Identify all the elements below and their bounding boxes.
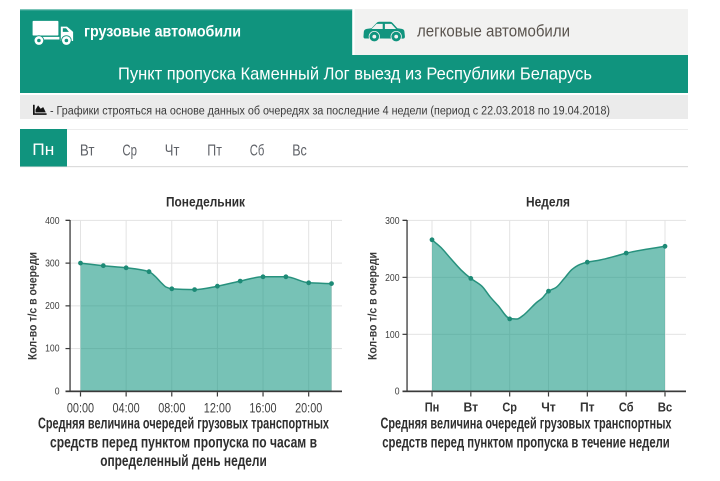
svg-text:0: 0 xyxy=(395,386,400,397)
svg-text:20:00: 20:00 xyxy=(295,400,322,415)
svg-text:Сб: Сб xyxy=(619,401,634,415)
svg-text:100: 100 xyxy=(385,330,400,341)
svg-text:400: 400 xyxy=(45,216,60,227)
svg-text:Средняя величина очередей груз: Средняя величина очередей грузовых транс… xyxy=(38,416,329,433)
svg-text:300: 300 xyxy=(385,216,400,227)
svg-text:Пункт пропуска Каменный Лог вы: Пункт пропуска Каменный Лог выезд из Рес… xyxy=(118,64,592,84)
svg-text:Ср: Ср xyxy=(122,142,137,159)
svg-text:Вт: Вт xyxy=(464,401,479,415)
svg-text:Пт: Пт xyxy=(580,401,595,415)
svg-text:- Графики строяться на основе: - Графики строяться на основе данных об … xyxy=(50,106,610,118)
svg-text:08:00: 08:00 xyxy=(158,400,185,415)
svg-text:Чт: Чт xyxy=(541,401,556,415)
svg-text:200: 200 xyxy=(385,273,400,284)
svg-text:Вс: Вс xyxy=(658,401,673,415)
svg-text:100: 100 xyxy=(45,344,60,355)
svg-text:Вс: Вс xyxy=(292,142,307,159)
svg-text:Чт: Чт xyxy=(165,142,180,159)
svg-text:Вт: Вт xyxy=(80,142,95,159)
svg-text:300: 300 xyxy=(45,259,60,270)
svg-text:Пн: Пн xyxy=(32,141,54,159)
svg-text:Пт: Пт xyxy=(207,142,222,159)
svg-text:200: 200 xyxy=(45,301,60,312)
svg-text:легковые автомобили: легковые автомобили xyxy=(417,23,570,41)
svg-text:12:00: 12:00 xyxy=(204,400,231,415)
svg-text:Неделя: Неделя xyxy=(526,193,570,209)
svg-text:0: 0 xyxy=(55,386,60,397)
svg-text:средств перед пунктом пропуска: средств перед пунктом пропуска в течение… xyxy=(382,435,670,452)
svg-text:00:00: 00:00 xyxy=(67,400,94,415)
svg-text:Сб: Сб xyxy=(250,142,265,159)
svg-text:Пн: Пн xyxy=(425,401,440,415)
svg-text:Понедельник: Понедельник xyxy=(166,193,246,209)
svg-text:04:00: 04:00 xyxy=(113,400,140,415)
svg-text:средств перед пунктом пропуска: средств перед пунктом пропуска по часам … xyxy=(50,435,317,452)
svg-text:Ср: Ср xyxy=(502,401,517,415)
svg-text:16:00: 16:00 xyxy=(249,400,276,415)
svg-text:грузовые автомобили: грузовые автомобили xyxy=(84,24,241,41)
svg-text:Средняя величина очередей груз: Средняя величина очередей грузовых транс… xyxy=(381,416,672,433)
svg-text:Кол-во т/с в очереди: Кол-во т/с в очереди xyxy=(28,252,40,360)
svg-text:Кол-во т/с в очереди: Кол-во т/с в очереди xyxy=(368,252,380,360)
svg-text:определенный день недели: определенный день недели xyxy=(100,453,267,470)
